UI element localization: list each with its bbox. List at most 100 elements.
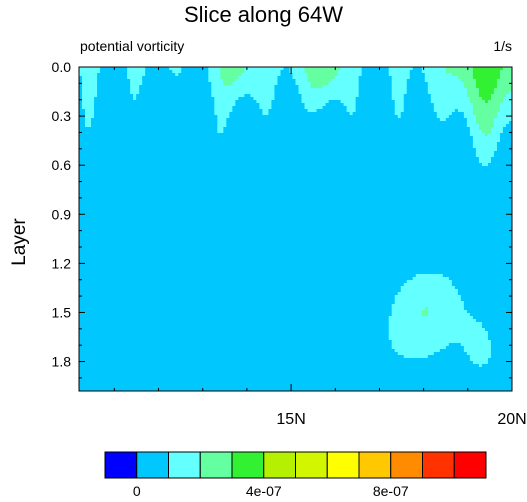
contour-cell: [496, 85, 512, 89]
contour-cell: [388, 328, 486, 332]
contour-cell: [301, 97, 357, 101]
contour-cell: [79, 100, 83, 104]
contour-cell: [79, 142, 474, 146]
contour-cell: [127, 73, 146, 77]
contour-cell: [79, 193, 512, 197]
contour-cell: [445, 118, 468, 122]
contour-cell: [79, 220, 512, 224]
contour-cell: [79, 91, 83, 95]
contour-cell: [79, 124, 86, 128]
contour-cell: [79, 280, 408, 284]
contour-cell: [214, 112, 230, 116]
contour-cell: [226, 118, 441, 122]
contour-cell: [142, 82, 212, 86]
contour-cell: [424, 73, 453, 77]
contour-cell: [79, 370, 512, 374]
contour-cell: [352, 112, 396, 116]
contour-cell: [394, 106, 405, 110]
contour-cell: [490, 157, 512, 161]
contour-cell: [481, 325, 512, 329]
contour-cell: [292, 73, 309, 77]
contour-cell: [475, 151, 495, 155]
chart-units-label: 1/s: [493, 38, 512, 54]
contour-cell: [433, 109, 456, 113]
contour-cell: [79, 262, 512, 266]
contour-fill: [79, 67, 512, 391]
contour-cell: [361, 67, 390, 71]
contour-cell: [133, 94, 137, 98]
contour-cell: [448, 343, 462, 347]
contour-cell: [391, 346, 447, 350]
contour-cell: [472, 67, 504, 71]
contour-cell: [487, 331, 512, 335]
contour-cell: [79, 118, 86, 122]
contour-cell: [445, 70, 474, 74]
colorbar-label: 8e-07: [373, 483, 409, 499]
contour-cell: [217, 118, 227, 122]
contour-cell: [391, 343, 450, 347]
contour-cell: [391, 310, 423, 314]
contour-cell: [235, 103, 261, 107]
contour-cell: [79, 121, 86, 125]
contour-cell: [361, 73, 390, 77]
contour-cell: [403, 106, 435, 110]
x-axis: 15N 20N: [113, 67, 527, 428]
contour-cell: [394, 295, 462, 299]
contour-cell: [292, 76, 309, 80]
contour-cell: [289, 70, 306, 74]
contour-cell: [472, 139, 501, 143]
contour-cell: [274, 85, 300, 89]
contour-cell: [391, 307, 426, 311]
contour-cell: [496, 115, 512, 119]
contour-cell: [472, 145, 498, 149]
contour-cell: [79, 250, 512, 254]
chart-title: Slice along 64W: [184, 2, 343, 27]
contour-cell: [325, 103, 345, 107]
contour-cell: [79, 211, 512, 215]
contour-cell: [79, 109, 86, 113]
contour-cell: [397, 115, 402, 119]
contour-cell: [79, 73, 98, 77]
contour-cell: [472, 112, 498, 116]
contour-cell: [469, 100, 486, 104]
contour-cell: [466, 310, 512, 314]
contour-cell: [346, 106, 357, 110]
contour-cell: [457, 292, 512, 296]
contour-cell: [472, 109, 501, 113]
contour-cell: [448, 277, 512, 281]
contour-cell: [394, 109, 405, 113]
contour-cell: [79, 223, 512, 227]
contour-cell: [472, 76, 501, 80]
contour-cell: [496, 148, 512, 152]
colorbar-swatch: [199, 451, 233, 479]
contour-cell: [469, 97, 483, 101]
contour-cell: [394, 100, 405, 104]
contour-cell: [223, 127, 471, 131]
contour-cell: [79, 175, 512, 179]
contour-cell: [94, 109, 215, 113]
contour-cell: [475, 85, 498, 89]
contour-cell: [475, 115, 498, 119]
contour-cell: [79, 202, 512, 206]
contour-cell: [79, 286, 402, 290]
contour-cell: [391, 94, 405, 98]
contour-cell: [79, 388, 512, 391]
contour-cell: [82, 103, 95, 107]
contour-cell: [79, 241, 512, 245]
colorbar-swatch: [168, 451, 201, 479]
contour-cell: [475, 319, 512, 323]
contour-cell: [388, 337, 489, 341]
contour-cell: [472, 70, 501, 74]
contour-cell: [79, 265, 512, 269]
contour-cell: [409, 73, 426, 77]
contour-cell: [478, 127, 492, 131]
contour-cell: [328, 82, 360, 86]
contour-cell: [355, 109, 396, 113]
contour-cell: [139, 91, 212, 95]
contour-cell: [226, 121, 468, 125]
colorbar: 0 4e-07 8e-07: [104, 451, 487, 499]
contour-cell: [490, 130, 504, 134]
contour-cell: [79, 85, 83, 89]
contour-cell: [355, 97, 393, 101]
contour-cell: [463, 349, 492, 353]
